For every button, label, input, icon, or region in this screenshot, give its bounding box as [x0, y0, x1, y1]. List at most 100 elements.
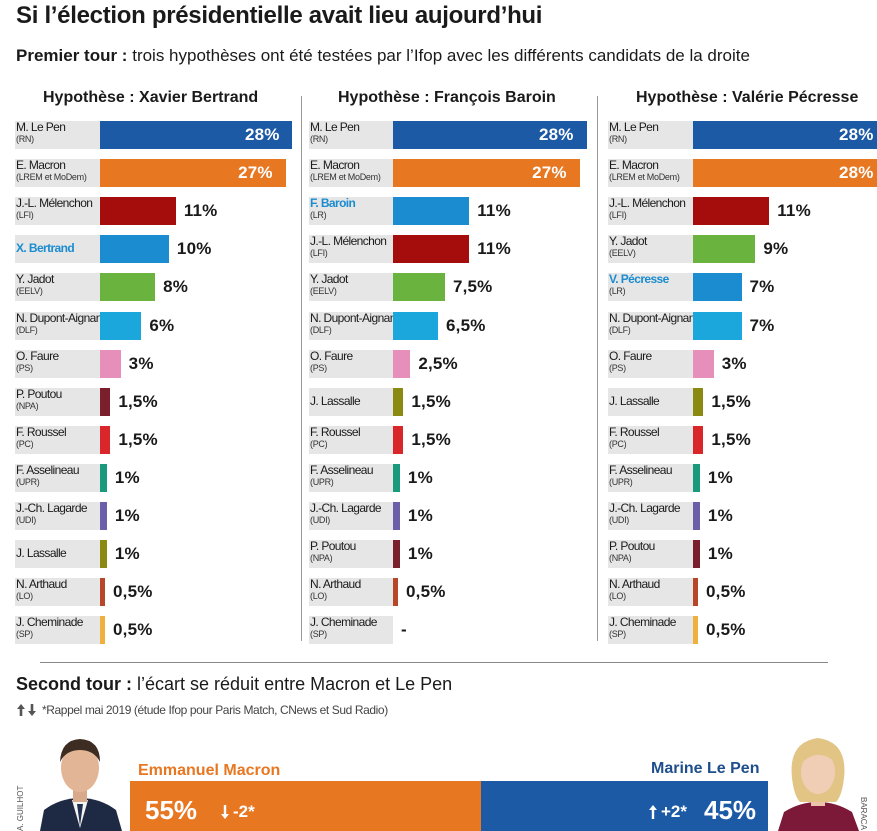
candidate-name: P. Poutou — [310, 539, 356, 554]
candidate-row-f-roussel: F. Roussel (PC) 1,5% — [608, 424, 877, 456]
candidate-bar — [100, 349, 121, 378]
candidate-bar — [100, 159, 287, 188]
macron-name-label: Emmanuel Macron — [138, 762, 281, 779]
candidate-bar — [693, 425, 704, 454]
candidate-row-j-ch-lagarde: J.-Ch. Lagarde (UDI) 1% — [608, 500, 877, 532]
candidate-name: P. Poutou — [609, 539, 655, 554]
candidate-value: 1,5% — [118, 429, 158, 449]
section-divider — [40, 662, 828, 663]
candidate-value: 7% — [749, 315, 775, 335]
candidate-bar — [100, 463, 107, 492]
candidate-party: (LR) — [310, 210, 327, 221]
row-background — [309, 197, 393, 226]
candidate-name: J. Cheminade — [16, 615, 83, 630]
candidate-value: 1% — [114, 506, 140, 525]
candidate-row-j-l-melenchon: J.-L. Mélenchon (LFI) 11% — [309, 233, 591, 265]
row-background — [309, 311, 393, 340]
candidate-bar — [393, 121, 587, 149]
candidate-bar — [693, 197, 770, 226]
macron-evolution: -2* — [220, 802, 255, 822]
candidate-party: (SP) — [609, 629, 626, 640]
candidate-name: F. Roussel — [16, 424, 67, 439]
candidate-value: 1% — [707, 506, 733, 525]
candidate-row-f-baroin: F. Baroin (LR) 11% — [309, 195, 591, 227]
candidate-party: (DLF) — [16, 324, 38, 335]
row-background — [608, 540, 693, 569]
candidate-name: N. Arthaud — [609, 577, 660, 592]
candidate-name: N. Dupont-Aignan — [609, 310, 695, 325]
candidate-bar — [393, 540, 400, 569]
candidate-row-e-macron: E. Macron (LREM et MoDem) 27% — [15, 157, 292, 189]
candidate-party: (RN) — [16, 134, 34, 144]
row-background — [309, 387, 393, 416]
candidate-bar — [100, 235, 169, 264]
row-background — [15, 235, 100, 264]
candidate-name: J. Lassalle — [609, 393, 660, 408]
row-background — [309, 502, 393, 530]
candidate-name: E. Macron — [609, 158, 659, 173]
row-background — [15, 616, 100, 645]
row-background — [608, 387, 693, 416]
candidate-row-y-jadot: Y. Jadot (EELV) 7,5% — [309, 271, 591, 303]
candidate-row-p-poutou: P. Poutou (NPA) 1% — [608, 538, 877, 570]
candidate-value: 8% — [163, 277, 189, 297]
photo-credit-left: A. GUILHOT — [16, 785, 25, 831]
candidate-party: (NPA) — [310, 553, 333, 564]
row-background — [15, 502, 100, 530]
candidate-bar — [393, 387, 404, 416]
candidate-bar — [393, 159, 581, 188]
candidate-bar — [393, 197, 470, 226]
row-background — [309, 578, 393, 607]
candidate-row-n-arthaud: N. Arthaud (LO) 0,5% — [15, 576, 292, 608]
candidate-name: N. Arthaud — [16, 577, 67, 592]
row-background — [608, 425, 693, 454]
candidate-row-v-pecresse: V. Pécresse (LR) 7% — [608, 271, 877, 303]
row-background — [15, 197, 100, 226]
candidate-bar — [693, 502, 700, 530]
row-background — [309, 159, 393, 188]
candidate-name: N. Dupont-Aignan — [16, 310, 102, 325]
candidate-party: (PS) — [16, 362, 33, 373]
candidate-value: 11% — [477, 201, 511, 221]
candidate-row-j-ch-lagarde: J.-Ch. Lagarde (UDI) 1% — [15, 500, 292, 532]
row-background — [608, 502, 693, 530]
candidate-name: J.-L. Mélenchon — [609, 196, 686, 211]
candidate-value: 1,5% — [118, 391, 158, 411]
candidate-name: O. Faure — [609, 348, 652, 363]
candidate-row-f-roussel: F. Roussel (PC) 1,5% — [15, 424, 292, 456]
candidate-name: J.-Ch. Lagarde — [16, 501, 88, 515]
candidate-value: 27% — [238, 163, 273, 183]
candidate-party: (PC) — [609, 438, 627, 449]
row-background — [15, 463, 100, 492]
row-background — [608, 578, 693, 607]
candidate-name: E. Macron — [16, 158, 66, 173]
candidate-party: (UDI) — [16, 515, 36, 525]
candidate-name: J.-L. Mélenchon — [310, 234, 387, 249]
row-background — [309, 121, 393, 149]
candidate-bar — [693, 349, 714, 378]
macron-portrait — [30, 728, 130, 831]
candidate-row-j-l-melenchon: J.-L. Mélenchon (LFI) 11% — [608, 195, 877, 227]
candidate-bar — [393, 311, 439, 340]
candidate-bar — [100, 616, 105, 645]
candidate-row-p-poutou: P. Poutou (NPA) 1,5% — [15, 386, 292, 418]
le-pen-name-label: Marine Le Pen — [651, 760, 760, 777]
candidate-value: 0,5% — [406, 582, 446, 602]
candidate-bar — [100, 502, 107, 530]
candidate-value: 7% — [749, 277, 775, 297]
candidate-party: (SP) — [16, 629, 33, 640]
candidate-name: J.-L. Mélenchon — [16, 196, 93, 211]
candidate-value: 1% — [114, 544, 140, 564]
row-background — [15, 425, 100, 454]
second-round-heading-text: l’écart se réduit entre Macron et Le Pen — [137, 674, 453, 694]
candidate-bar — [693, 578, 698, 607]
candidate-party: (LREM et MoDem) — [310, 172, 381, 183]
candidate-party: (UPR) — [310, 476, 334, 487]
candidate-party: (EELV) — [310, 286, 337, 297]
candidate-bar — [393, 425, 404, 454]
candidate-value: 0,5% — [113, 582, 153, 602]
candidate-row-o-faure: O. Faure (PS) 2,5% — [309, 348, 591, 380]
row-background — [309, 235, 393, 264]
candidate-party: (LO) — [310, 591, 327, 602]
candidate-bar — [693, 463, 700, 492]
